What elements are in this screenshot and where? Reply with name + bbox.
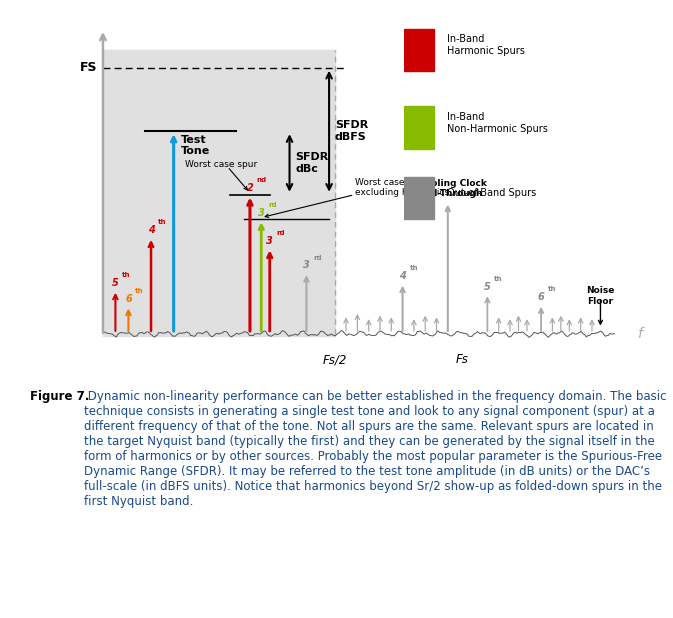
Text: rd: rd (313, 255, 322, 261)
Text: th: th (122, 272, 131, 278)
Text: th: th (409, 265, 418, 271)
Text: 5: 5 (484, 282, 491, 292)
Text: 5: 5 (112, 278, 118, 288)
Text: rd: rd (268, 201, 277, 208)
Text: 3: 3 (303, 260, 310, 271)
Text: rd: rd (277, 230, 285, 236)
Bar (404, 106, 435, 148)
Bar (103, 50, 334, 336)
Text: SFDR
dBFS: SFDR dBFS (334, 121, 368, 142)
Text: Figure 7.: Figure 7. (30, 390, 90, 403)
Text: th: th (548, 286, 557, 292)
Text: Test
Tone: Test Tone (180, 135, 210, 156)
Text: nd: nd (256, 177, 267, 183)
Text: 4: 4 (399, 271, 406, 281)
Text: 3: 3 (258, 208, 264, 218)
Text: FS: FS (80, 61, 98, 74)
Text: SFDR
dBc: SFDR dBc (295, 152, 328, 174)
Text: Dynamic non-linearity performance can be better established in the frequency dom: Dynamic non-linearity performance can be… (84, 390, 666, 508)
Text: th: th (157, 219, 166, 226)
Text: In-Band
Harmonic Spurs: In-Band Harmonic Spurs (448, 35, 525, 56)
Text: 4: 4 (147, 225, 154, 235)
Text: 6: 6 (125, 294, 132, 304)
Text: Worst case spur: Worst case spur (185, 160, 257, 169)
Text: 2: 2 (246, 183, 253, 193)
Text: th: th (494, 276, 503, 282)
Text: Fs/2: Fs/2 (322, 353, 347, 366)
Text: Sampling Clock
Feed-Through: Sampling Clock Feed-Through (409, 179, 487, 198)
Bar (404, 29, 435, 71)
Text: In-Band
Non-Harmonic Spurs: In-Band Non-Harmonic Spurs (448, 112, 548, 133)
Text: Noise
Floor: Noise Floor (586, 286, 614, 306)
Text: 6: 6 (538, 292, 544, 302)
Bar (404, 177, 435, 219)
Text: 3: 3 (267, 235, 273, 246)
Text: Out-of-Band Spurs: Out-of-Band Spurs (448, 188, 536, 198)
Text: Worst case spur
excluding harmonics: Worst case spur excluding harmonics (355, 178, 448, 197)
Text: f: f (637, 327, 642, 341)
Text: th: th (135, 288, 144, 294)
Text: Fs: Fs (456, 353, 468, 366)
